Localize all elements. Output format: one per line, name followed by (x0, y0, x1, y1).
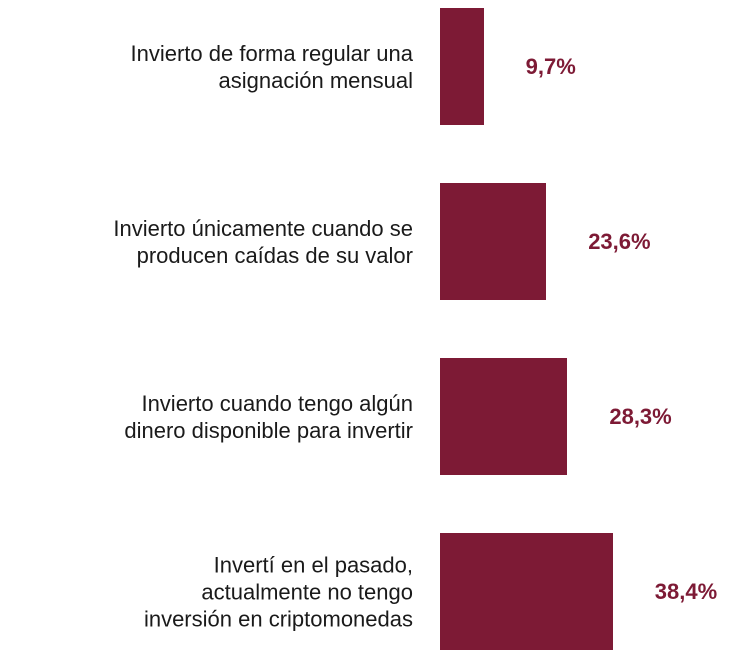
value-label: 38,4% (654, 578, 718, 604)
bar (440, 183, 547, 300)
bar (440, 358, 568, 475)
category-label: Invierto únicamente cuando se producen c… (113, 215, 413, 268)
value-label: 23,6% (588, 228, 651, 254)
value-label: 28,3% (609, 403, 672, 429)
bar (440, 8, 484, 125)
category-label: Invierto cuando tengo algún dinero dispo… (124, 390, 413, 443)
bar (440, 533, 613, 650)
category-label: Invierto de forma regular una asignación… (130, 40, 414, 93)
category-label: Invertí en el pasado, actualmente no ten… (143, 552, 413, 631)
value-label: 9,7% (525, 53, 576, 79)
